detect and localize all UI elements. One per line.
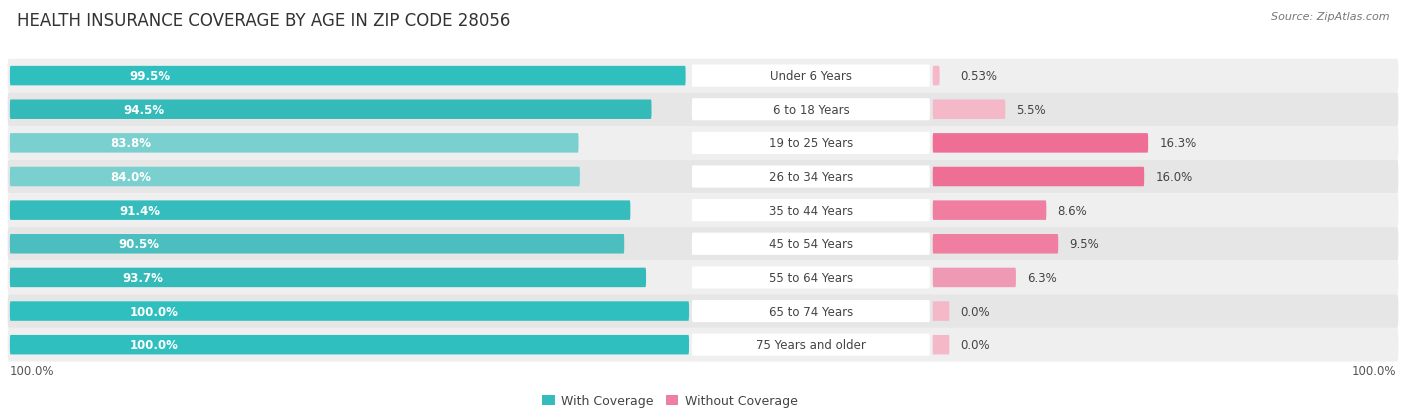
FancyBboxPatch shape	[932, 201, 1046, 221]
FancyBboxPatch shape	[7, 221, 1399, 268]
FancyBboxPatch shape	[932, 134, 1149, 153]
Text: 16.3%: 16.3%	[1160, 137, 1197, 150]
FancyBboxPatch shape	[10, 335, 689, 355]
FancyBboxPatch shape	[10, 235, 624, 254]
Text: 65 to 74 Years: 65 to 74 Years	[769, 305, 853, 318]
FancyBboxPatch shape	[10, 268, 647, 287]
FancyBboxPatch shape	[7, 53, 1399, 100]
FancyBboxPatch shape	[7, 154, 1399, 201]
FancyBboxPatch shape	[932, 235, 1059, 254]
FancyBboxPatch shape	[7, 288, 1399, 335]
FancyBboxPatch shape	[7, 86, 1399, 133]
Text: 91.4%: 91.4%	[120, 204, 160, 217]
FancyBboxPatch shape	[692, 199, 929, 222]
FancyBboxPatch shape	[932, 167, 1144, 187]
Text: 90.5%: 90.5%	[118, 238, 159, 251]
Text: 8.6%: 8.6%	[1057, 204, 1087, 217]
FancyBboxPatch shape	[932, 301, 949, 321]
Text: 75 Years and older: 75 Years and older	[756, 338, 866, 351]
FancyBboxPatch shape	[692, 133, 929, 154]
Text: 0.0%: 0.0%	[960, 305, 990, 318]
FancyBboxPatch shape	[932, 100, 1005, 120]
FancyBboxPatch shape	[7, 187, 1399, 234]
FancyBboxPatch shape	[932, 66, 939, 86]
Text: 55 to 64 Years: 55 to 64 Years	[769, 271, 853, 284]
Text: 6.3%: 6.3%	[1028, 271, 1057, 284]
FancyBboxPatch shape	[10, 167, 579, 187]
FancyBboxPatch shape	[692, 233, 929, 255]
Text: 94.5%: 94.5%	[124, 104, 165, 116]
FancyBboxPatch shape	[7, 254, 1399, 301]
Text: 0.0%: 0.0%	[960, 338, 990, 351]
Text: 26 to 34 Years: 26 to 34 Years	[769, 171, 853, 183]
Text: 100.0%: 100.0%	[129, 338, 179, 351]
FancyBboxPatch shape	[692, 300, 929, 323]
Text: 0.53%: 0.53%	[960, 70, 997, 83]
Text: 45 to 54 Years: 45 to 54 Years	[769, 238, 853, 251]
Text: 100.0%: 100.0%	[129, 305, 179, 318]
FancyBboxPatch shape	[932, 335, 949, 355]
Text: 5.5%: 5.5%	[1017, 104, 1046, 116]
Text: 99.5%: 99.5%	[129, 70, 170, 83]
FancyBboxPatch shape	[10, 201, 630, 221]
Text: 100.0%: 100.0%	[1351, 365, 1396, 377]
FancyBboxPatch shape	[10, 134, 579, 153]
Text: 93.7%: 93.7%	[122, 271, 163, 284]
FancyBboxPatch shape	[7, 321, 1399, 368]
FancyBboxPatch shape	[692, 334, 929, 356]
Text: HEALTH INSURANCE COVERAGE BY AGE IN ZIP CODE 28056: HEALTH INSURANCE COVERAGE BY AGE IN ZIP …	[17, 12, 510, 30]
Text: 9.5%: 9.5%	[1070, 238, 1099, 251]
Text: 6 to 18 Years: 6 to 18 Years	[772, 104, 849, 116]
FancyBboxPatch shape	[692, 65, 929, 88]
Text: 83.8%: 83.8%	[110, 137, 150, 150]
FancyBboxPatch shape	[692, 166, 929, 188]
FancyBboxPatch shape	[10, 301, 689, 321]
FancyBboxPatch shape	[932, 268, 1017, 287]
FancyBboxPatch shape	[7, 120, 1399, 167]
Text: 16.0%: 16.0%	[1156, 171, 1192, 183]
FancyBboxPatch shape	[10, 66, 686, 86]
Text: 35 to 44 Years: 35 to 44 Years	[769, 204, 853, 217]
Text: 84.0%: 84.0%	[110, 171, 152, 183]
Text: Under 6 Years: Under 6 Years	[770, 70, 852, 83]
Text: Source: ZipAtlas.com: Source: ZipAtlas.com	[1271, 12, 1389, 22]
FancyBboxPatch shape	[692, 99, 929, 121]
FancyBboxPatch shape	[692, 267, 929, 289]
Text: 19 to 25 Years: 19 to 25 Years	[769, 137, 853, 150]
FancyBboxPatch shape	[10, 100, 651, 120]
Legend: With Coverage, Without Coverage: With Coverage, Without Coverage	[543, 394, 797, 407]
Text: 100.0%: 100.0%	[10, 365, 55, 377]
